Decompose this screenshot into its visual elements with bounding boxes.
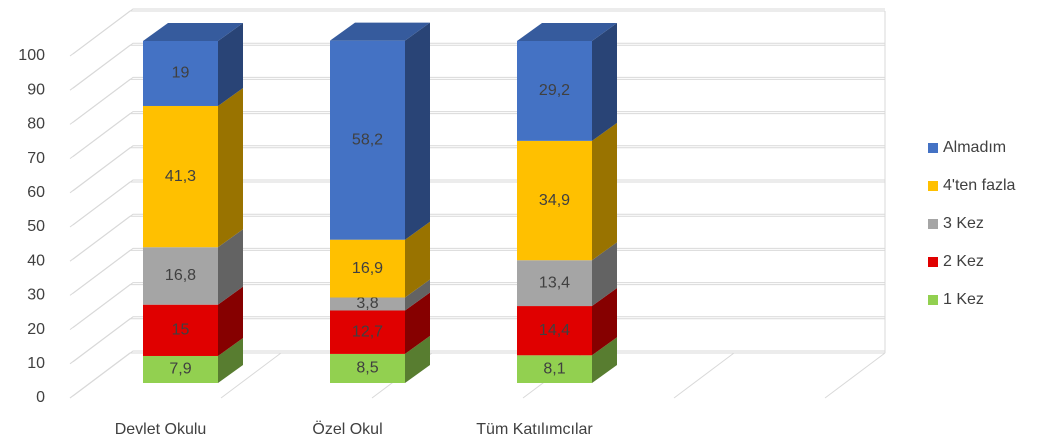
data-label: 3,8 — [356, 295, 378, 312]
legend-label: Almadım — [943, 139, 1006, 156]
bar-segment — [143, 304, 218, 356]
bar-segment — [517, 306, 592, 356]
bar-side — [218, 87, 243, 248]
legend-label: 3 Kez — [943, 215, 984, 232]
bar-side — [405, 279, 430, 311]
data-label: 58,2 — [352, 131, 383, 148]
bar-segment — [330, 239, 405, 298]
grid-line — [72, 282, 885, 329]
bar-top — [517, 23, 617, 41]
data-label: 8,5 — [356, 360, 378, 377]
bar-side — [405, 335, 430, 383]
bar-side — [592, 242, 617, 307]
bar-side — [218, 229, 243, 305]
data-label: 8,1 — [543, 360, 565, 377]
bar-segment — [517, 355, 592, 383]
legend-swatch — [928, 181, 938, 191]
bar-side — [405, 292, 430, 354]
grid-line — [72, 8, 885, 55]
x-tick-label: Devlet Okulu — [115, 421, 207, 438]
bar-side — [592, 337, 617, 383]
legend-label: 2 Kez — [943, 253, 984, 270]
data-label: 13,4 — [539, 274, 570, 291]
grid-line — [72, 145, 885, 192]
data-label: 34,9 — [539, 192, 570, 209]
data-label: 12,7 — [352, 323, 383, 340]
y-tick-label: 10 — [27, 355, 45, 372]
y-tick-label: 100 — [18, 47, 45, 64]
legend-swatch — [928, 219, 938, 229]
bar-segment — [330, 40, 405, 240]
x-tick-label: Özel Okul — [312, 420, 382, 438]
x-tick-label: Tüm Katılımcılar — [476, 421, 593, 438]
bar-side — [592, 288, 617, 356]
bar-segment — [517, 260, 592, 307]
data-label: 16,8 — [165, 267, 196, 284]
bar-segment — [330, 310, 405, 354]
grid-line — [72, 42, 885, 89]
y-tick-label: 80 — [27, 116, 45, 133]
bar-segment — [143, 41, 218, 106]
bar-side — [218, 286, 243, 356]
grid-line — [72, 247, 885, 294]
y-tick-label: 30 — [27, 287, 45, 304]
bar-side — [592, 23, 617, 141]
data-label: 19 — [172, 65, 190, 82]
grid-line — [72, 179, 885, 226]
data-label: 29,2 — [539, 82, 570, 99]
bar-top — [143, 23, 243, 41]
bar-segment — [517, 41, 592, 141]
bar-top — [330, 22, 430, 41]
y-tick-label: 40 — [27, 252, 45, 269]
bar-side — [405, 22, 430, 240]
data-label: 41,3 — [165, 168, 196, 185]
grid-line — [72, 76, 885, 123]
data-label: 7,9 — [169, 361, 191, 378]
grid-line — [72, 213, 885, 260]
data-label: 15 — [172, 322, 190, 339]
floor-line — [69, 352, 131, 399]
floor-line — [673, 352, 735, 399]
bar-segment — [330, 297, 405, 311]
bar-segment — [143, 247, 218, 305]
bar-side — [218, 337, 243, 383]
y-tick-label: 70 — [27, 150, 45, 167]
y-tick-label: 60 — [27, 184, 45, 201]
bar-side — [592, 122, 617, 261]
grid-line — [72, 111, 885, 158]
floor-line — [824, 352, 886, 399]
bar-side — [218, 23, 243, 106]
legend-swatch — [928, 295, 938, 305]
legend-label: 1 Kez — [943, 291, 984, 308]
legend-swatch — [928, 257, 938, 267]
grid-line — [72, 316, 885, 363]
bar-side — [405, 221, 430, 298]
y-tick-label: 20 — [27, 321, 45, 338]
legend-label: 4'ten fazla — [943, 177, 1016, 194]
y-tick-label: 90 — [27, 81, 45, 98]
y-tick-label: 0 — [36, 389, 45, 406]
bar-segment — [143, 355, 218, 383]
bar-segment — [330, 353, 405, 383]
bar-segment — [517, 140, 592, 261]
y-tick-label: 50 — [27, 218, 45, 235]
data-label: 16,9 — [352, 260, 383, 277]
floor-line — [220, 352, 282, 399]
bar-segment — [143, 105, 218, 248]
data-label: 14,4 — [539, 322, 570, 339]
legend-swatch — [928, 143, 938, 153]
